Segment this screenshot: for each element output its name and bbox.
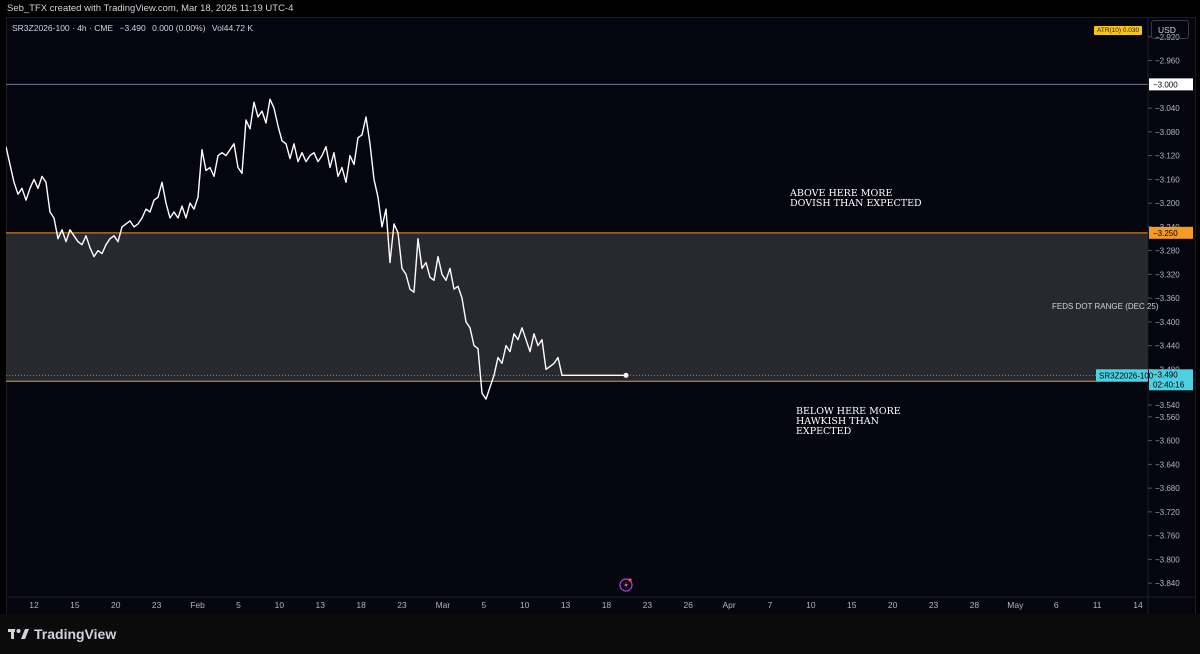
symbol-legend[interactable]: SR3Z2026-100 · 4h · CME −3.490 0.000 (0.…: [12, 23, 253, 33]
x-tick-label: 23: [643, 600, 653, 610]
x-tick-label: 13: [315, 600, 325, 610]
x-tick-label: 5: [481, 600, 486, 610]
y-tick-label: −3.440: [1155, 342, 1180, 351]
annotation-above: ABOVE HERE MORE DOVISH THAN EXPECTED: [790, 188, 922, 209]
last-price-text: −3.490: [119, 23, 146, 33]
last-point-marker: [623, 372, 629, 378]
x-tick-label: 15: [847, 600, 857, 610]
y-tick-label: −3.800: [1155, 555, 1180, 564]
lightning-icon: [624, 581, 628, 589]
chart-canvas[interactable]: −2.920 −2.960 −3.040 −3.080 −3.120 −3.160 −3.2…: [6, 17, 1194, 614]
footer-bar: [0, 614, 1200, 654]
x-tick-label: May: [1007, 600, 1024, 610]
y-tick-label: −3.320: [1155, 270, 1180, 279]
y-tick-label: −3.400: [1155, 318, 1180, 327]
x-tick-label: 14: [1133, 600, 1143, 610]
x-tick-label: 20: [888, 600, 898, 610]
y-tick-label: −3.200: [1155, 199, 1180, 208]
x-tick-label: 13: [561, 600, 571, 610]
y-tick-label: −3.540: [1155, 401, 1180, 410]
x-tick-label: 10: [806, 600, 816, 610]
top-attribution-bar: Seb_TFX created with TradingView.com, Ma…: [0, 0, 1200, 17]
symbol-info[interactable]: SR3Z2026-100 · 4h · CME: [12, 23, 114, 33]
currency-button[interactable]: USD: [1151, 20, 1189, 39]
tradingview-logo-icon: [8, 629, 29, 639]
x-tick-label: 18: [602, 600, 612, 610]
x-tick-label: 7: [768, 600, 773, 610]
y-tick-label: −3.760: [1155, 532, 1180, 541]
x-tick-label: Feb: [190, 600, 205, 610]
y-tick-label: −3.160: [1155, 175, 1180, 184]
y-tick-label: −3.120: [1155, 152, 1180, 161]
y-tick-label: −3.720: [1155, 508, 1180, 517]
y-tick-label: −3.280: [1155, 247, 1180, 256]
event-dot-icon: [628, 578, 632, 582]
price-series-line[interactable]: [6, 98, 626, 400]
x-tick-label: Mar: [436, 600, 451, 610]
y-tick-label: −3.840: [1155, 579, 1180, 588]
x-tick-label: 10: [520, 600, 530, 610]
y-tick-label: −3.040: [1155, 104, 1180, 113]
countdown-badge: 02:40:16: [1153, 380, 1185, 389]
volume-value: 44.72 K: [223, 23, 254, 33]
last-price-badge-bg: [1149, 369, 1193, 391]
x-tick-label: 15: [70, 600, 80, 610]
x-tick-label: 23: [929, 600, 939, 610]
y-tick-label: −3.640: [1155, 460, 1180, 469]
range-upper-badge-bg: [1149, 226, 1193, 239]
x-tick-label: 28: [970, 600, 980, 610]
y-tick-label: −2.920: [1155, 33, 1180, 42]
change-text: 0.000 (0.00%): [152, 23, 206, 33]
ref-price-badge[interactable]: −3.000: [1153, 80, 1178, 89]
x-tick-label: 10: [275, 600, 285, 610]
brand-name: TradingView: [34, 626, 117, 642]
x-tick-label: 20: [111, 600, 121, 610]
last-price-badge[interactable]: −3.490: [1153, 370, 1178, 379]
x-tick-label: Apr: [722, 600, 735, 610]
y-tick-label: −3.560: [1155, 413, 1180, 422]
x-tick-label: 11: [1093, 600, 1102, 610]
event-icon[interactable]: [619, 578, 633, 592]
atr-indicator-badge[interactable]: ATR(10) 0.030: [1094, 26, 1143, 35]
volume-label: Vol: [211, 23, 224, 33]
x-tick-label: 6: [1054, 600, 1059, 610]
ref-price-badge-bg: [1149, 78, 1193, 91]
x-tick-label: 12: [29, 600, 39, 610]
x-tick-label: 5: [236, 600, 241, 610]
x-tick-label: 26: [683, 600, 693, 610]
x-tick-label: 23: [152, 600, 162, 610]
tradingview-logo[interactable]: TradingView: [8, 626, 116, 642]
y-tick-label: −3.600: [1155, 437, 1180, 446]
y-tick-label: −3.680: [1155, 484, 1180, 493]
annotation-range: FEDS DOT RANGE (DEC 25): [1052, 302, 1159, 311]
symbol-tag[interactable]: SR3Z2026-100: [1099, 371, 1154, 380]
y-tick-label: −3.080: [1155, 128, 1180, 137]
y-tick-label: −2.960: [1155, 57, 1180, 66]
x-tick-label: 18: [356, 600, 366, 610]
annotation-below: BELOW HERE MORE HAWKISH THAN EXPECTED: [796, 406, 901, 437]
attribution-text: Seb_TFX created with TradingView.com, Ma…: [7, 3, 294, 14]
range-upper-badge[interactable]: −3.250: [1153, 229, 1178, 238]
x-tick-label: 23: [397, 600, 407, 610]
symbol-tag-bg: [1096, 369, 1148, 382]
range-band: [6, 232, 1148, 382]
y-tick-label: −3.360: [1155, 294, 1180, 303]
